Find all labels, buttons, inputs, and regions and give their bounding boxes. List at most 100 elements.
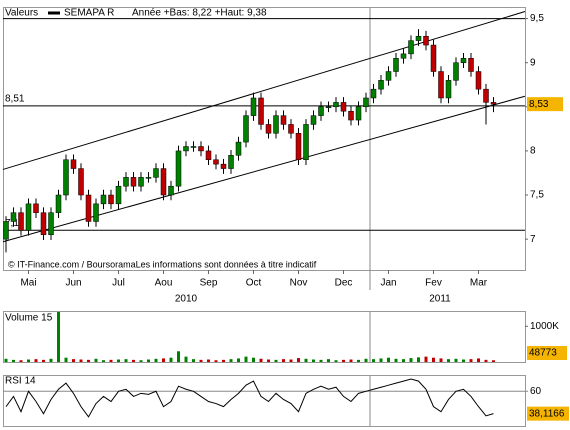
volume-bar <box>72 359 75 362</box>
source: © IT-Finance.com / BoursoramaLes informa… <box>8 259 317 269</box>
volume-bar <box>42 359 45 362</box>
candle-body <box>138 177 144 187</box>
x-tick-label: Mai <box>20 278 36 289</box>
candle-body <box>483 88 489 103</box>
candle-body <box>348 110 354 121</box>
volume-bar <box>184 356 188 362</box>
volume-bar <box>402 359 405 362</box>
x-tick-label: Mar <box>470 278 488 289</box>
candle-body <box>460 58 467 63</box>
volume-bar <box>462 359 465 362</box>
volume-bar <box>79 359 83 362</box>
x-tick-label: Nov <box>290 278 308 289</box>
volume-bar <box>12 359 15 362</box>
volume-bar <box>394 358 398 362</box>
volume-bar <box>304 358 308 362</box>
volume-bar <box>34 359 38 362</box>
volume-bar <box>274 359 278 362</box>
level-label: 7,1 <box>5 218 19 229</box>
panel-title: RSI 14 <box>5 376 36 387</box>
volume-bar <box>312 359 315 362</box>
volume-bar <box>409 358 413 362</box>
volume-bar <box>214 360 218 362</box>
volume-bar <box>357 359 360 362</box>
candle-body <box>78 168 84 196</box>
volume-bar <box>432 357 435 362</box>
rsi-line <box>5 378 494 418</box>
candle-body <box>85 194 92 222</box>
volume-bar <box>387 357 390 362</box>
last-value-box <box>527 346 567 360</box>
volume-panel <box>3 311 526 363</box>
candle-body <box>438 71 444 99</box>
candle-body <box>310 115 317 125</box>
volume-bar <box>334 360 338 362</box>
candle-body <box>258 97 264 125</box>
volume-bar <box>447 359 450 362</box>
last-value-label: 8,53 <box>529 99 549 110</box>
volume-bar <box>117 359 120 362</box>
candle-body <box>205 150 212 160</box>
volume-bar <box>64 357 68 362</box>
volume-bar <box>237 358 240 362</box>
candle-body <box>423 35 429 46</box>
candle-body <box>393 58 399 72</box>
volume-bar <box>49 358 53 362</box>
candle-body <box>378 80 384 90</box>
candle-body <box>445 80 452 99</box>
volume-bar <box>102 360 105 362</box>
candle-body <box>273 115 279 134</box>
volume-bar <box>484 359 488 362</box>
volume-bar <box>229 359 233 362</box>
candle-body <box>385 71 392 81</box>
volume-bar <box>27 359 30 362</box>
volume-bar <box>282 359 285 362</box>
volume-bar <box>417 357 420 362</box>
candle-body <box>115 185 122 205</box>
candle-body <box>475 71 482 90</box>
candle-body <box>220 163 227 169</box>
x-tick-label: Oct <box>246 278 262 289</box>
candle-body <box>100 194 107 205</box>
candle-body <box>183 146 189 152</box>
candle-body <box>93 203 99 222</box>
x-tick-label: Jul <box>112 278 125 289</box>
volume-bar <box>267 359 270 362</box>
year-label: 2011 <box>429 294 451 305</box>
candle-body <box>190 146 197 148</box>
candle-body <box>228 155 234 169</box>
volume-bar <box>349 359 353 362</box>
y-tick-label: 7,5 <box>530 190 544 201</box>
candle-body <box>400 53 407 59</box>
volume-bar <box>139 360 143 362</box>
volume-bar <box>222 359 225 362</box>
candle-body <box>235 141 242 156</box>
volume-bar <box>364 358 368 362</box>
candle-body <box>18 212 24 231</box>
candle-body <box>63 159 69 196</box>
x-tick-label: Jun <box>65 278 81 289</box>
x-tick-label: Sep <box>200 278 218 289</box>
volume-bar <box>94 358 98 362</box>
candle-body <box>355 106 362 121</box>
candle-body <box>3 221 9 240</box>
candle-body <box>340 102 347 112</box>
y-tick-label: 60 <box>530 386 542 397</box>
volume-bar <box>19 360 23 362</box>
volume-bar <box>424 356 428 362</box>
volume-bar <box>192 359 195 362</box>
last-value-label: 38,1166 <box>529 408 565 419</box>
candle-body <box>70 159 77 169</box>
volume-bar <box>252 357 255 362</box>
candle-body <box>265 124 272 134</box>
candle-body <box>288 124 294 134</box>
volume-bar <box>207 359 210 362</box>
candle-body <box>453 62 459 81</box>
volume-bar <box>177 351 180 362</box>
x-tick-label: Dec <box>335 278 353 289</box>
candle-body <box>123 177 129 187</box>
candle-body <box>280 115 287 125</box>
candle-body <box>303 124 309 160</box>
candle-body <box>153 168 159 178</box>
